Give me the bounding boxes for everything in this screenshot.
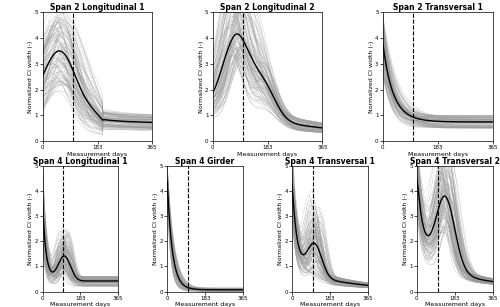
- Title: Span 4 Girder: Span 4 Girder: [176, 157, 234, 166]
- Y-axis label: Normalized CI width (-): Normalized CI width (-): [368, 41, 374, 113]
- X-axis label: Measurement days: Measurement days: [300, 302, 360, 307]
- X-axis label: Measurement days: Measurement days: [238, 152, 298, 157]
- Y-axis label: Normalized CI width (-): Normalized CI width (-): [28, 41, 34, 113]
- Y-axis label: Normalized CI width (-): Normalized CI width (-): [198, 41, 203, 113]
- Title: Span 4 Longitudinal 1: Span 4 Longitudinal 1: [33, 157, 128, 166]
- Y-axis label: Normalized CI width (-): Normalized CI width (-): [278, 192, 283, 265]
- X-axis label: Measurement days: Measurement days: [424, 302, 484, 307]
- X-axis label: Measurement days: Measurement days: [50, 302, 110, 307]
- X-axis label: Measurement days: Measurement days: [175, 302, 235, 307]
- Title: Span 4 Transversal 1: Span 4 Transversal 1: [285, 157, 375, 166]
- X-axis label: Measurement days: Measurement days: [408, 152, 468, 157]
- Title: Span 4 Transversal 2: Span 4 Transversal 2: [410, 157, 500, 166]
- X-axis label: Measurement days: Measurement days: [68, 152, 128, 157]
- Y-axis label: Normalized CI width (-): Normalized CI width (-): [403, 192, 408, 265]
- Title: Span 2 Transversal 1: Span 2 Transversal 1: [392, 3, 482, 12]
- Title: Span 2 Longitudinal 2: Span 2 Longitudinal 2: [220, 3, 315, 12]
- Title: Span 2 Longitudinal 1: Span 2 Longitudinal 1: [50, 3, 144, 12]
- Y-axis label: Normalized CI width (-): Normalized CI width (-): [153, 192, 158, 265]
- Y-axis label: Normalized CI width (-): Normalized CI width (-): [28, 192, 34, 265]
